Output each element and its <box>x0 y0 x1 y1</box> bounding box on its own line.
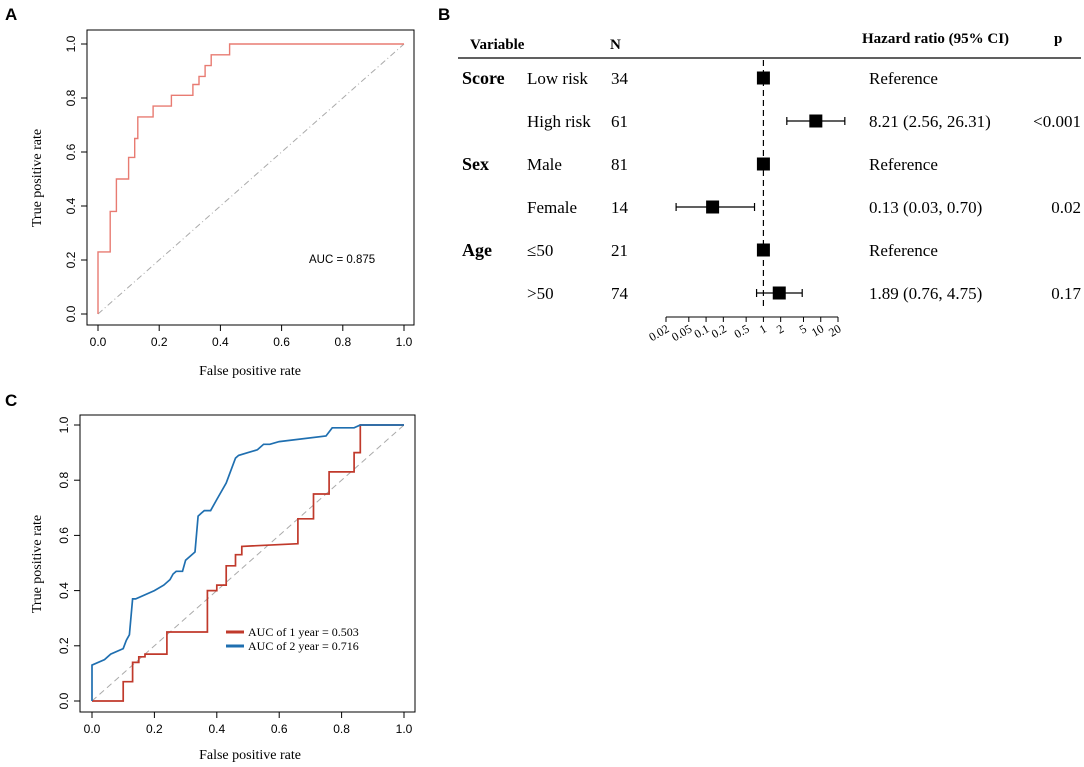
roc-curve-series-1 <box>92 424 404 702</box>
x-tick-label: 1.0 <box>396 335 413 349</box>
row-hazard-ratio-text: Reference <box>869 69 938 88</box>
forest-x-tick-label: 5 <box>797 321 809 336</box>
forest-plot-b: Variable N Hazard ratio (95% CI) p Score… <box>458 31 1082 344</box>
legend-c: AUC of 1 year = 0.503 AUC of 2 year = 0.… <box>226 625 359 653</box>
y-tick-label: 1.0 <box>57 416 71 433</box>
row-level: High risk <box>527 112 591 131</box>
y-tick-label: 0.6 <box>57 527 71 544</box>
header-hazard-ratio: Hazard ratio (95% CI) <box>862 31 1009 47</box>
row-level: Female <box>527 198 577 217</box>
row-level: Low risk <box>527 69 588 88</box>
forest-x-tick-label: 0.02 <box>646 321 671 344</box>
row-p-value: 0.02 <box>1051 198 1081 217</box>
roc-curve-series-2 <box>91 424 404 701</box>
forest-x-tick-label: 1 <box>757 321 769 336</box>
row-n: 14 <box>611 198 629 217</box>
forest-row: High risk 61 8.21 (2.56, 26.31) <0.001 <box>527 112 1081 131</box>
y-tick-label: 0.0 <box>64 305 78 322</box>
y-axis-label-c: True positive rate <box>30 515 45 613</box>
hazard-ratio-marker <box>756 71 770 85</box>
x-tick-label: 0.4 <box>212 335 229 349</box>
row-level: Male <box>527 155 562 174</box>
forest-x-tick-label: 20 <box>826 321 843 339</box>
y-tick-label: 0.6 <box>64 143 78 160</box>
row-hazard-ratio-text: 0.13 (0.03, 0.70) <box>869 198 982 217</box>
row-hazard-ratio-text: 1.89 (0.76, 4.75) <box>869 284 982 303</box>
panel-label-b: B <box>438 5 450 24</box>
roc-panel-c: 0.0 0.2 0.4 0.6 0.8 1.0 0.0 0.2 0.4 0.6 0.8 1.0 AUC… <box>30 414 416 763</box>
row-p-value: 0.17 <box>1051 284 1081 303</box>
row-level: ≤50 <box>527 241 553 260</box>
header-n: N <box>610 37 621 53</box>
row-hazard-ratio-text: Reference <box>869 155 938 174</box>
panel-label-c: C <box>5 391 17 410</box>
plot-frame-a <box>86 29 415 326</box>
row-hazard-ratio-text: 8.21 (2.56, 26.31) <box>869 112 991 131</box>
forest-x-tick-label: 0.1 <box>692 321 712 341</box>
row-n: 74 <box>611 284 629 303</box>
row-n: 34 <box>611 69 629 88</box>
y-tick-label: 1.0 <box>64 35 78 52</box>
forest-x-tick-label: 2 <box>774 321 786 336</box>
row-variable: Age <box>462 240 492 260</box>
legend-label-2-year: AUC of 2 year = 0.716 <box>248 639 359 653</box>
forest-x-tick-label: 0.5 <box>732 321 752 341</box>
forest-row: Age ≤50 21 Reference <box>462 240 938 260</box>
x-tick-label: 0.2 <box>146 722 163 736</box>
x-axis-label-c: False positive rate <box>199 748 301 763</box>
x-tick-label: 0.2 <box>151 335 168 349</box>
plot-frame-c <box>79 414 416 713</box>
x-tick-label: 0.0 <box>90 335 107 349</box>
x-tick-label: 0.8 <box>333 722 350 736</box>
auc-annotation-a: AUC = 0.875 <box>309 254 375 266</box>
forest-row: Sex Male 81 Reference <box>462 154 938 174</box>
row-hazard-ratio-text: Reference <box>869 241 938 260</box>
forest-row: Female 14 0.13 (0.03, 0.70) 0.02 <box>527 198 1081 217</box>
row-n: 61 <box>611 112 628 131</box>
hazard-ratio-marker <box>809 114 823 128</box>
forest-row: Score Low risk 34 Reference <box>462 68 938 88</box>
y-tick-label: 0.8 <box>64 89 78 106</box>
y-tick-label: 0.2 <box>64 251 78 268</box>
row-n: 21 <box>611 241 628 260</box>
forest-x-tick-label: 0.05 <box>669 321 694 344</box>
roc-panel-a: 0.0 0.2 0.4 0.6 0.8 1.0 0.0 0.2 0.4 0.6 0.8 1.0 AUC… <box>30 29 415 379</box>
y-tick-label: 0.0 <box>57 692 71 709</box>
reference-diagonal <box>97 43 405 315</box>
roc-curve-series-1 <box>97 43 404 314</box>
legend-label-1-year: AUC of 1 year = 0.503 <box>248 625 359 639</box>
x-axis-label-a: False positive rate <box>199 364 301 379</box>
y-tick-label: 0.8 <box>57 472 71 489</box>
row-variable: Sex <box>462 154 489 174</box>
header-p: p <box>1054 31 1062 47</box>
hazard-ratio-marker <box>756 157 770 171</box>
y-tick-label: 0.4 <box>57 582 71 599</box>
y-tick-label: 0.4 <box>64 197 78 214</box>
hazard-ratio-marker <box>772 286 786 300</box>
forest-x-tick-label: 0.2 <box>709 321 729 341</box>
panel-label-a: A <box>5 5 17 24</box>
hazard-ratio-marker <box>706 200 720 214</box>
x-tick-label: 0.8 <box>334 335 351 349</box>
forest-row: >50 74 1.89 (0.76, 4.75) 0.17 <box>527 284 1082 303</box>
x-tick-label: 0.6 <box>271 722 288 736</box>
forest-x-tick-label: 10 <box>809 321 826 339</box>
x-tick-label: 0.0 <box>84 722 101 736</box>
row-level: >50 <box>527 284 554 303</box>
y-tick-label: 0.2 <box>57 637 71 654</box>
row-variable: Score <box>462 68 505 88</box>
x-tick-label: 0.6 <box>273 335 290 349</box>
hazard-ratio-marker <box>756 243 770 257</box>
row-p-value: <0.001 <box>1033 112 1081 131</box>
row-n: 81 <box>611 155 628 174</box>
header-variable: Variable <box>470 37 525 53</box>
x-tick-label: 1.0 <box>396 722 413 736</box>
y-axis-label-a: True positive rate <box>30 129 45 227</box>
x-tick-label: 0.4 <box>208 722 225 736</box>
